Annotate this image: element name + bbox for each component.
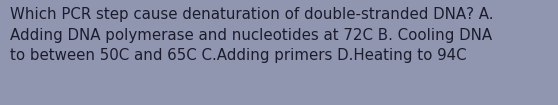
Text: Which PCR step cause denaturation of double-stranded DNA? A.
Adding DNA polymera: Which PCR step cause denaturation of dou… [10, 7, 493, 63]
